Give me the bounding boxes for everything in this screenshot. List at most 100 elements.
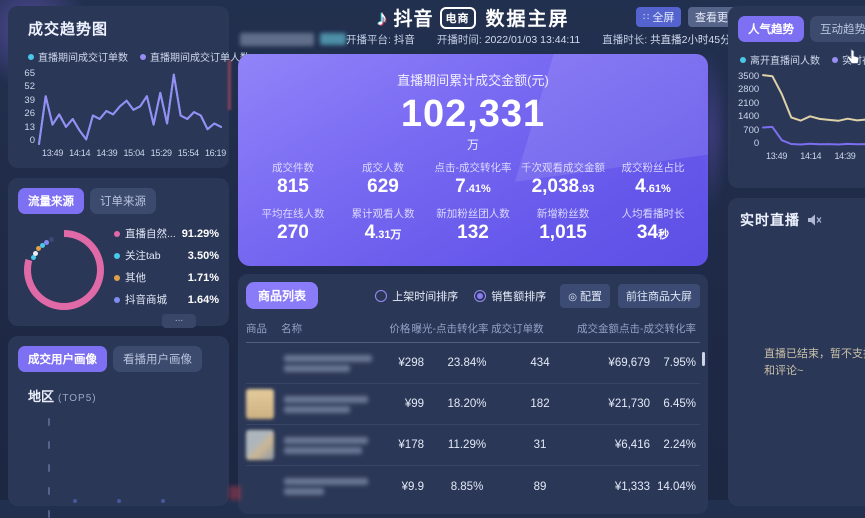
cvr-cell: 6.45%: [663, 398, 696, 410]
radio-icon: [474, 289, 487, 302]
gmv-summary-card: 直播期间累计成交金额(元) 102,331 万 成交件数 815 成交人数 629 …: [238, 54, 708, 266]
sort-options: 上架时间排序 销售额排序: [375, 288, 546, 304]
trend-chart: 65 52 39 26 13 0: [16, 68, 222, 146]
gmv-cell: ¥6,416: [614, 439, 650, 451]
price-cell: ¥178: [398, 439, 424, 451]
tab-viewer-profile[interactable]: 看播用户画像: [113, 346, 202, 372]
y-axis-labels: 65 52 39 26 13 0: [24, 68, 35, 146]
product-image: [246, 389, 284, 419]
panel-title: 成交趋势图: [28, 21, 109, 38]
legend-dot-purple: [832, 56, 838, 63]
gmv-cell: ¥21,730: [608, 398, 650, 410]
gmv-stats-grid: 成交件数 815 成交人数 629 点击-成交转化率 7.41% 千次观看成交金额 2,…: [248, 160, 698, 244]
tab-interaction-trend[interactable]: 互动趋势: [810, 16, 865, 42]
live-ended-message: 直播已结束，暂不支持回放 和评论~: [764, 348, 865, 377]
legend-item: 抖音商城 1.64%: [114, 292, 219, 307]
table-row[interactable]: ¥298 23.84% 434 ¥69,679 7.95%: [246, 343, 700, 384]
app-header: ♪ 抖音 电商 数据主屏: [238, 4, 708, 31]
profile-tabs: 成交用户画像 看播用户画像: [18, 346, 219, 372]
legend-dot-cyan: [114, 252, 120, 259]
tab-order-source[interactable]: 订单来源: [90, 188, 156, 214]
ecommerce-badge: 电商: [439, 6, 476, 29]
speaker-muted-icon[interactable]: [808, 214, 822, 226]
source-tabs: 流量来源 订单来源: [18, 188, 219, 214]
cvr-cell: 14.04%: [656, 480, 696, 493]
legend-item: 关注tab 3.50%: [114, 248, 219, 263]
ctr-cell: 18.20%: [447, 398, 487, 410]
legend-dot-orange: [114, 274, 120, 281]
trend-legend: 直播期间成交订单数 直播期间成交订单人数: [28, 49, 250, 64]
sort-by-time-radio[interactable]: 上架时间排序: [375, 288, 458, 304]
stat-item: 新加粉丝团人数 132: [436, 208, 510, 243]
gmv-cell: ¥69,679: [608, 357, 650, 369]
sort-by-sales-radio[interactable]: 销售额排序: [474, 288, 546, 304]
product-image: [246, 430, 284, 460]
radio-icon: [375, 289, 388, 302]
product-name-blurred: [284, 434, 376, 457]
product-name-blurred: [284, 393, 376, 416]
trend-chart-panel: 成交趋势图 直播期间成交订单数 直播期间成交订单人数 65 52 39 26 13 0 1…: [8, 6, 250, 168]
popularity-chart: 3500 2800 2100 1400 700 0: [738, 71, 865, 149]
gmv-value: 102,331: [400, 93, 546, 135]
donut-dot: [48, 237, 54, 243]
table-scrollbar-thumb[interactable]: [702, 352, 705, 366]
blurred-chip: [240, 32, 314, 46]
legend-item: 直播自然... 91.29%: [114, 226, 219, 241]
stat-item: 千次观看成交金额 2,038.93: [521, 162, 605, 197]
fullscreen-icon: ∷: [643, 11, 650, 23]
product-name-blurred: [284, 352, 376, 375]
config-icon: ◎: [568, 291, 577, 303]
page-title: 数据主屏: [485, 9, 570, 30]
trend-line-chart: [38, 73, 222, 145]
config-button[interactable]: ◎ 配置: [560, 283, 610, 308]
donut-dot: [30, 255, 36, 261]
live-stream-panel: 实时直播 直播已结束，暂不支持回放 和评论~: [728, 198, 865, 506]
table-row[interactable]: ¥9.9 8.85% 89 ¥1,333 14.04%: [246, 466, 700, 507]
orders-cell: 31: [533, 439, 547, 451]
legend-dot-purple: [140, 53, 146, 60]
legend-item: 直播期间成交订单人数: [140, 49, 250, 64]
x-axis-labels: 13:49 14:14 14:39 15:04 15:29 15:54 16:19: [42, 148, 226, 158]
video-artifact: [228, 60, 231, 110]
card-glow: [706, 46, 730, 216]
region-bar-list: [48, 418, 50, 518]
legend-item: 实时在线人数: [832, 52, 865, 67]
traffic-donut-chart: [24, 230, 104, 310]
y-axis-labels: 3500 2800 2100 1400 700 0: [738, 71, 760, 149]
tab-buyer-profile[interactable]: 成交用户画像: [18, 346, 107, 372]
price-cell: ¥298: [398, 357, 424, 369]
stat-item: 累计观看人数 4.31万: [351, 208, 415, 243]
legend-dot-cyan: [28, 53, 34, 60]
price-cell: ¥99: [404, 398, 424, 410]
cvr-cell: 7.95%: [663, 357, 696, 369]
brand-name: 抖音: [393, 9, 434, 30]
legend-label: 直播期间成交订单数: [38, 53, 128, 64]
legend-dot-pink: [114, 230, 120, 237]
gmv-cell: ¥1,333: [614, 480, 650, 493]
region-heading: 地区 (TOP5): [28, 389, 97, 404]
tab-popularity-trend[interactable]: 人气趋势: [738, 16, 804, 42]
cvr-cell: 2.24%: [663, 439, 696, 451]
product-list-panel: 商品列表 上架时间排序 销售额排序 ◎ 配置 前往商品大屏 商品 名称 价格 曝…: [238, 274, 708, 514]
orders-cell: 89: [533, 480, 547, 493]
platform-info: 开播平台: 抖音: [346, 33, 415, 46]
popularity-legend: 离开直播间人数 实时在线人数: [740, 52, 865, 67]
legend-more-button[interactable]: ...: [162, 314, 196, 328]
stat-item: 新增粉丝数 1,015: [536, 208, 590, 243]
table-row[interactable]: ¥99 18.20% 182 ¥21,730 6.45%: [246, 384, 700, 425]
product-name-blurred: [284, 475, 376, 498]
source-legend: 直播自然... 91.29% 关注tab 3.50% 其他 1.71% 抖音商城…: [114, 226, 219, 328]
tab-traffic-source[interactable]: 流量来源: [18, 188, 84, 214]
donut-dot: [39, 242, 45, 248]
ctr-cell: 8.85%: [450, 480, 484, 493]
table-row[interactable]: ¥178 11.29% 31 ¥6,416 2.24%: [246, 425, 700, 466]
orders-cell: 182: [530, 398, 550, 410]
live-panel-title: 实时直播: [740, 212, 800, 228]
fullscreen-button[interactable]: ∷ 全屏: [636, 7, 682, 27]
stat-item: 点击-成交转化率 7.41%: [434, 162, 512, 197]
user-profile-panel: 成交用户画像 看播用户画像 地区 (TOP5): [8, 336, 229, 518]
goto-product-screen-button[interactable]: 前往商品大屏: [618, 283, 700, 308]
gmv-title: 直播期间累计成交金额(元): [397, 73, 549, 88]
duration-info: 直播时长: 共直播2小时45分钟: [602, 33, 742, 46]
product-list-badge[interactable]: 商品列表: [246, 282, 319, 309]
